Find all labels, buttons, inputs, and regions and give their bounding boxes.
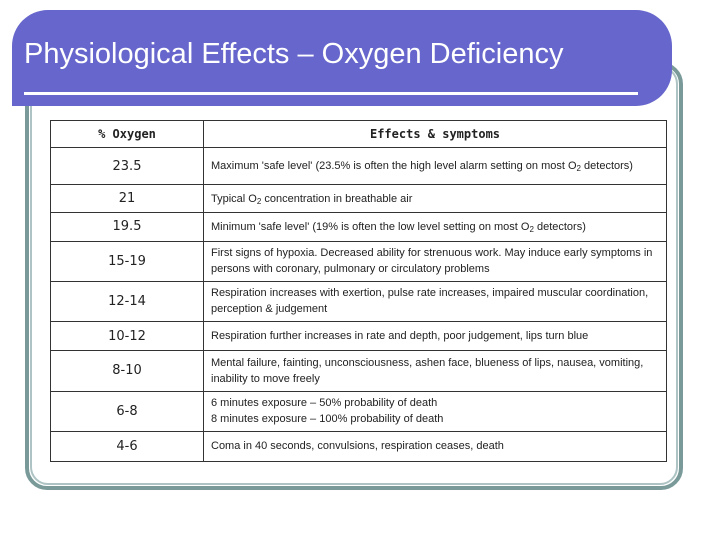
- oxygen-cell: 4-6: [50, 430, 204, 463]
- effect-cell: Typical O2 concentration in breathable a…: [203, 184, 667, 214]
- table-row: 23.5 Maximum 'safe level' (23.5% is ofte…: [50, 146, 667, 186]
- effect-cell: 6 minutes exposure – 50% probability of …: [203, 390, 667, 432]
- oxygen-effects-table: % Oxygen Effects & symptoms 23.5 Maximum…: [50, 120, 667, 463]
- table-row: 12-14 Respiration increases with exertio…: [50, 280, 667, 323]
- oxygen-cell: 8-10: [50, 350, 204, 392]
- title-band: [12, 10, 672, 106]
- oxygen-cell: 10-12: [50, 321, 204, 352]
- header-oxygen: % Oxygen: [50, 120, 204, 148]
- effect-cell: Respiration further increases in rate an…: [203, 321, 667, 352]
- effect-cell: Mental failure, fainting, unconsciousnes…: [203, 350, 667, 392]
- oxygen-cell: 23.5: [50, 146, 204, 186]
- table-row: 4-6 Coma in 40 seconds, convulsions, res…: [50, 430, 667, 463]
- table-row: 6-8 6 minutes exposure – 50% probability…: [50, 390, 667, 432]
- table-header-row: % Oxygen Effects & symptoms: [50, 120, 667, 148]
- effect-cell: Coma in 40 seconds, convulsions, respira…: [203, 430, 667, 463]
- oxygen-cell: 12-14: [50, 280, 204, 323]
- effect-cell: Maximum 'safe level' (23.5% is often the…: [203, 146, 667, 186]
- slide-title: Physiological Effects – Oxygen Deficienc…: [24, 38, 564, 70]
- effect-cell: First signs of hypoxia. Decreased abilit…: [203, 240, 667, 282]
- oxygen-cell: 19.5: [50, 212, 204, 242]
- table-row: 19.5 Minimum 'safe level' (19% is often …: [50, 212, 667, 242]
- effect-cell: Respiration increases with exertion, pul…: [203, 280, 667, 323]
- table-row: 10-12 Respiration further increases in r…: [50, 321, 667, 352]
- header-effects: Effects & symptoms: [203, 120, 667, 148]
- effect-cell: Minimum 'safe level' (19% is often the l…: [203, 212, 667, 242]
- title-underline: [24, 92, 638, 95]
- oxygen-cell: 15-19: [50, 240, 204, 282]
- table-row: 8-10 Mental failure, fainting, unconscio…: [50, 350, 667, 392]
- oxygen-cell: 6-8: [50, 390, 204, 432]
- table-row: 15-19 First signs of hypoxia. Decreased …: [50, 240, 667, 282]
- oxygen-cell: 21: [50, 184, 204, 214]
- table-row: 21 Typical O2 concentration in breathabl…: [50, 184, 667, 214]
